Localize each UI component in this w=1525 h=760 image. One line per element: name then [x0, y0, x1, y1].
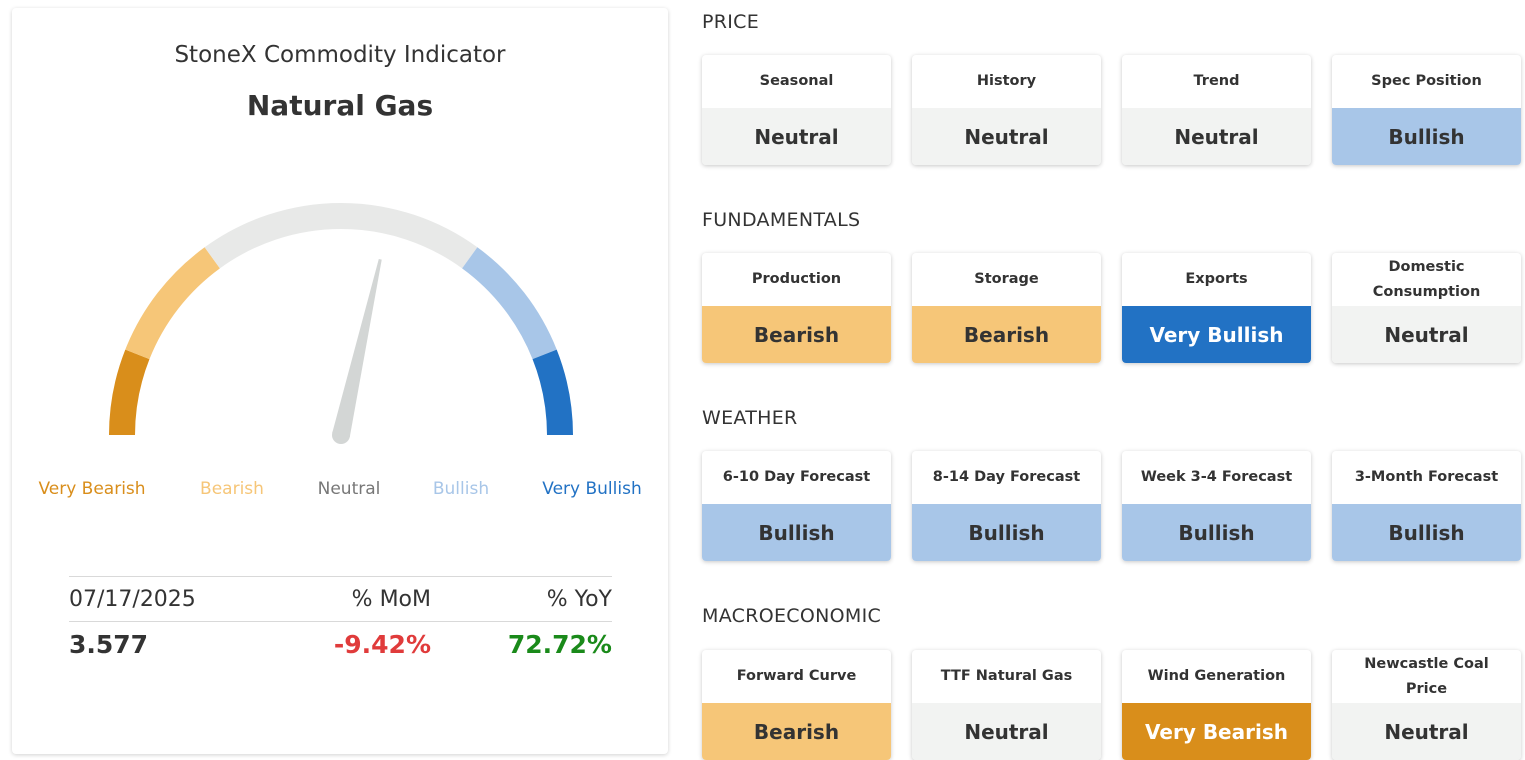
gauge-segment-bearish [125, 247, 221, 360]
section-title-weather: WEATHER [702, 407, 798, 429]
section-title-fundamentals: FUNDAMENTALS [702, 209, 861, 231]
factor-card-history[interactable]: History Neutral [912, 55, 1101, 165]
factor-name: 8-14 Day Forecast [932, 469, 1081, 485]
mom-value: -9.42% [333, 629, 431, 659]
factor-name: Newcastle Coal Price [1364, 655, 1489, 697]
factor-name: 6-10 Day Forecast [722, 469, 871, 485]
sentiment-gauge [109, 203, 573, 444]
factor-card-newcastle-coal-price[interactable]: Newcastle Coal Price Neutral [1332, 650, 1521, 760]
factor-card-6-10-day-forecast[interactable]: 6-10 Day Forecast Bullish [702, 451, 891, 561]
factor-name: Seasonal [759, 73, 834, 89]
factor-name: Storage [974, 271, 1039, 287]
factor-card-spec-position[interactable]: Spec Position Bullish [1332, 55, 1521, 165]
factor-card-forward-curve[interactable]: Forward Curve Bearish [702, 650, 891, 760]
factor-status: Bullish [1122, 504, 1311, 561]
gauge-segment-very-bullish [532, 349, 573, 436]
factor-name: Production [751, 271, 842, 287]
factor-name: Forward Curve [736, 668, 857, 684]
factor-card-seasonal[interactable]: Seasonal Neutral [702, 55, 891, 165]
gauge-segment-very-bearish [109, 349, 150, 436]
gauge-label-neutral: Neutral [317, 479, 381, 499]
factor-name: History [976, 73, 1037, 89]
gauge-segment-bullish [461, 247, 557, 360]
date-label: 07/17/2025 [69, 586, 196, 612]
factor-card-production[interactable]: Production Bearish [702, 253, 891, 363]
yoy-header: % YoY [546, 586, 612, 612]
stats-header-row: 07/17/2025 % MoM % YoY [69, 576, 612, 622]
gauge-label-bearish: Bearish [200, 479, 264, 499]
factor-card-3-month-forecast[interactable]: 3-Month Forecast Bullish [1332, 451, 1521, 561]
factor-card-week-3-4-forecast[interactable]: Week 3-4 Forecast Bullish [1122, 451, 1311, 561]
factor-status: Neutral [702, 108, 891, 165]
factor-status: Bearish [912, 306, 1101, 363]
factor-status: Very Bearish [1122, 703, 1311, 760]
price-stats: 07/17/2025 % MoM % YoY 3.577 -9.42% 72.7… [69, 576, 612, 666]
factor-status: Neutral [1122, 108, 1311, 165]
indicator-card: StoneX Commodity Indicator Natural Gas V… [12, 8, 668, 754]
section-title-macroeconomic: MACROECONOMIC [702, 605, 882, 627]
gauge-label-bullish: Bullish [432, 479, 490, 499]
factor-status: Neutral [912, 108, 1101, 165]
factor-status: Bearish [702, 703, 891, 760]
indicator-subtitle: StoneX Commodity Indicator [174, 42, 506, 68]
factor-name: Wind Generation [1147, 668, 1286, 684]
factor-name: Trend [1193, 73, 1240, 89]
factor-card-ttf-natural-gas[interactable]: TTF Natural Gas Neutral [912, 650, 1101, 760]
factor-status: Bullish [1332, 504, 1521, 561]
factor-status: Bearish [702, 306, 891, 363]
stats-values-row: 3.577 -9.42% 72.72% [69, 622, 612, 666]
gauge-needle [332, 259, 382, 437]
gauge-label-very-bullish: Very Bullish [542, 479, 642, 499]
factor-status: Bullish [1332, 108, 1521, 165]
factor-card-storage[interactable]: Storage Bearish [912, 253, 1101, 363]
factor-name: Spec Position [1371, 73, 1482, 89]
factor-status: Bullish [702, 504, 891, 561]
yoy-value: 72.72% [507, 629, 612, 659]
factor-status: Neutral [1332, 306, 1521, 363]
factor-card-trend[interactable]: Trend Neutral [1122, 55, 1311, 165]
gauge-label-very-bearish: Very Bearish [38, 479, 146, 499]
mom-header: % MoM [351, 586, 431, 612]
factor-card-domestic-consumption[interactable]: Domestic Consumption Neutral [1332, 253, 1521, 363]
commodity-title: Natural Gas [246, 89, 434, 122]
factor-status: Bullish [912, 504, 1101, 561]
factor-status: Very Bullish [1122, 306, 1311, 363]
factor-name: TTF Natural Gas [940, 668, 1073, 684]
factor-name: Domestic Consumption [1372, 258, 1481, 300]
factor-card-8-14-day-forecast[interactable]: 8-14 Day Forecast Bullish [912, 451, 1101, 561]
factor-card-exports[interactable]: Exports Very Bullish [1122, 253, 1311, 363]
factor-status: Neutral [1332, 703, 1521, 760]
gauge-needle-hub [332, 426, 350, 444]
factor-name: 3-Month Forecast [1354, 469, 1499, 485]
factor-name: Week 3-4 Forecast [1140, 469, 1293, 485]
factor-card-wind-generation[interactable]: Wind Generation Very Bearish [1122, 650, 1311, 760]
price-value: 3.577 [69, 629, 149, 659]
section-title-price: PRICE [702, 11, 760, 33]
factor-name: Exports [1185, 271, 1248, 287]
factor-status: Neutral [912, 703, 1101, 760]
gauge-segment-neutral [204, 203, 478, 269]
